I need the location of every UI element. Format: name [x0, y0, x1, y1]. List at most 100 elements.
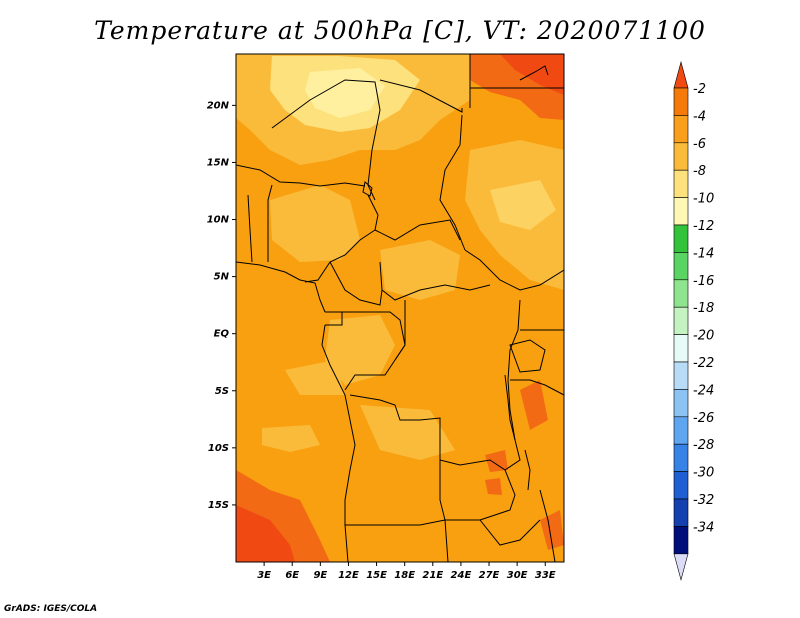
colorbar-label: -12: [693, 219, 714, 234]
border-nigeria-east: [304, 194, 379, 283]
x-tick-label: 9E: [313, 570, 327, 581]
colorbar-label: -4: [693, 109, 706, 124]
y-tick-label: 5N: [214, 272, 230, 283]
colorbar-box: [673, 416, 689, 445]
colorbar-box: [673, 197, 689, 226]
border-sudan-south: [464, 249, 564, 291]
y-tick-label: 20N: [207, 100, 230, 111]
border-angola-namibia: [345, 519, 446, 526]
border-zimbabwe: [479, 519, 541, 546]
x-tick-label: 21E: [422, 570, 443, 581]
border-niger-chad: [367, 109, 381, 201]
field-warm-sw-core: [236, 505, 295, 562]
colorbar-box: [673, 443, 689, 472]
field-coolest-north: [305, 68, 385, 118]
lake-chad: [362, 181, 373, 197]
border-angola-drc: [349, 394, 461, 466]
credit-label: GrADS: IGES/COLA: [4, 604, 98, 614]
field-cool-gabon: [325, 315, 395, 385]
colorbar-box: [673, 224, 689, 253]
field-warm-east-4: [540, 510, 564, 550]
coastline-central-africa: [321, 324, 356, 562]
border-angola-zambia: [439, 460, 480, 521]
colorbar-label: -30: [693, 466, 714, 481]
border-tanzania: [510, 379, 564, 396]
field-warm-east-3: [485, 478, 502, 495]
colorbar-box: [673, 498, 689, 527]
border-mozambique: [539, 489, 556, 562]
temperature-field: [236, 54, 564, 562]
colorbar-label: -8: [693, 164, 706, 179]
x-axis: 3E 6E 9E 12E 15E 18E 21E 24E 27E 30E 33E: [257, 562, 556, 581]
border-togo-ghana: [247, 194, 253, 263]
coastline-west-africa: [236, 261, 326, 313]
chart-title: Temperature at 500hPa [C], VT: 202007110…: [94, 16, 706, 45]
colorbar-top-triangle: [673, 60, 689, 89]
x-tick-label: 15E: [366, 570, 387, 581]
colorbar-label: -10: [693, 192, 714, 207]
border-niger-algeria: [271, 79, 381, 129]
field-cool-chad: [380, 240, 460, 300]
field-warm-east-2: [485, 450, 508, 472]
y-axis: 20N 15N 10N 5N EQ 5S 10S 15S: [207, 100, 236, 511]
colorbar-box: [673, 471, 689, 500]
colorbar-label: -24: [693, 383, 714, 398]
colorbar-label: -32: [693, 493, 714, 508]
x-tick-label: 30E: [507, 570, 528, 581]
border-chad-car: [374, 219, 461, 241]
colorbar-label: -6: [693, 137, 706, 152]
colorbar-box: [673, 526, 689, 555]
red-sea-coast: [519, 65, 549, 81]
colorbar-bottom-triangle: [673, 553, 689, 581]
colorbar-box: [673, 87, 689, 116]
x-tick-label: 27E: [479, 570, 500, 581]
x-tick-label: 12E: [338, 570, 359, 581]
lake-tanganyika: [504, 374, 516, 441]
colorbar-box: [673, 115, 689, 144]
x-tick-label: 3E: [257, 570, 271, 581]
field-cool-coast: [285, 360, 345, 395]
border-benin: [267, 184, 273, 262]
x-tick-label: 33E: [535, 570, 556, 581]
field-cool-angola: [262, 425, 320, 452]
colorbar-box: [673, 142, 689, 171]
border-eq-guinea-gabon: [325, 311, 343, 326]
colorbar: -2 -4 -6 -8 -10 -12 -14 -16 -18 -20 -22 -24 -26 -28 -3…: [673, 60, 714, 581]
border-zambia: [459, 459, 516, 521]
colorbar-label: -28: [693, 438, 714, 453]
colorbar-box: [673, 361, 689, 390]
colorbar-box: [673, 279, 689, 308]
colorbar-box: [673, 306, 689, 335]
colorbar-box: [673, 389, 689, 418]
x-tick-label: 18E: [394, 570, 415, 581]
lake-malawi: [524, 449, 531, 491]
field-cool-nigeria: [270, 185, 360, 262]
y-tick-label: 10N: [207, 215, 230, 226]
field-cool-ethiopia: [490, 180, 556, 230]
border-congo-drc: [394, 300, 406, 361]
y-tick-label: 5S: [215, 386, 229, 397]
border-libya-chad: [379, 79, 463, 113]
colorbar-label: -26: [693, 411, 714, 426]
border-namibia: [444, 519, 449, 562]
border-chad-sudan: [439, 114, 466, 251]
lake-victoria: [509, 339, 546, 373]
colorbar-box: [673, 252, 689, 281]
field-warm-east-1: [520, 380, 548, 430]
y-tick-label: 15N: [207, 157, 230, 168]
colorbar-label: -2: [693, 82, 706, 97]
map-frame: [235, 53, 565, 563]
colorbar-label: -18: [693, 301, 714, 316]
x-tick-label: 6E: [285, 570, 299, 581]
colorbar-label: -34: [693, 520, 714, 535]
colorbar-box: [673, 334, 689, 363]
border-cameroon: [329, 261, 383, 306]
colorbar-label: -20: [693, 329, 714, 344]
y-tick-label: EQ: [214, 329, 230, 340]
field-warm-ne-core: [500, 54, 564, 95]
country-borders: [236, 54, 564, 562]
colorbar-box: [673, 169, 689, 198]
colorbar-label: -14: [693, 246, 714, 261]
y-tick-label: 15S: [208, 500, 229, 511]
